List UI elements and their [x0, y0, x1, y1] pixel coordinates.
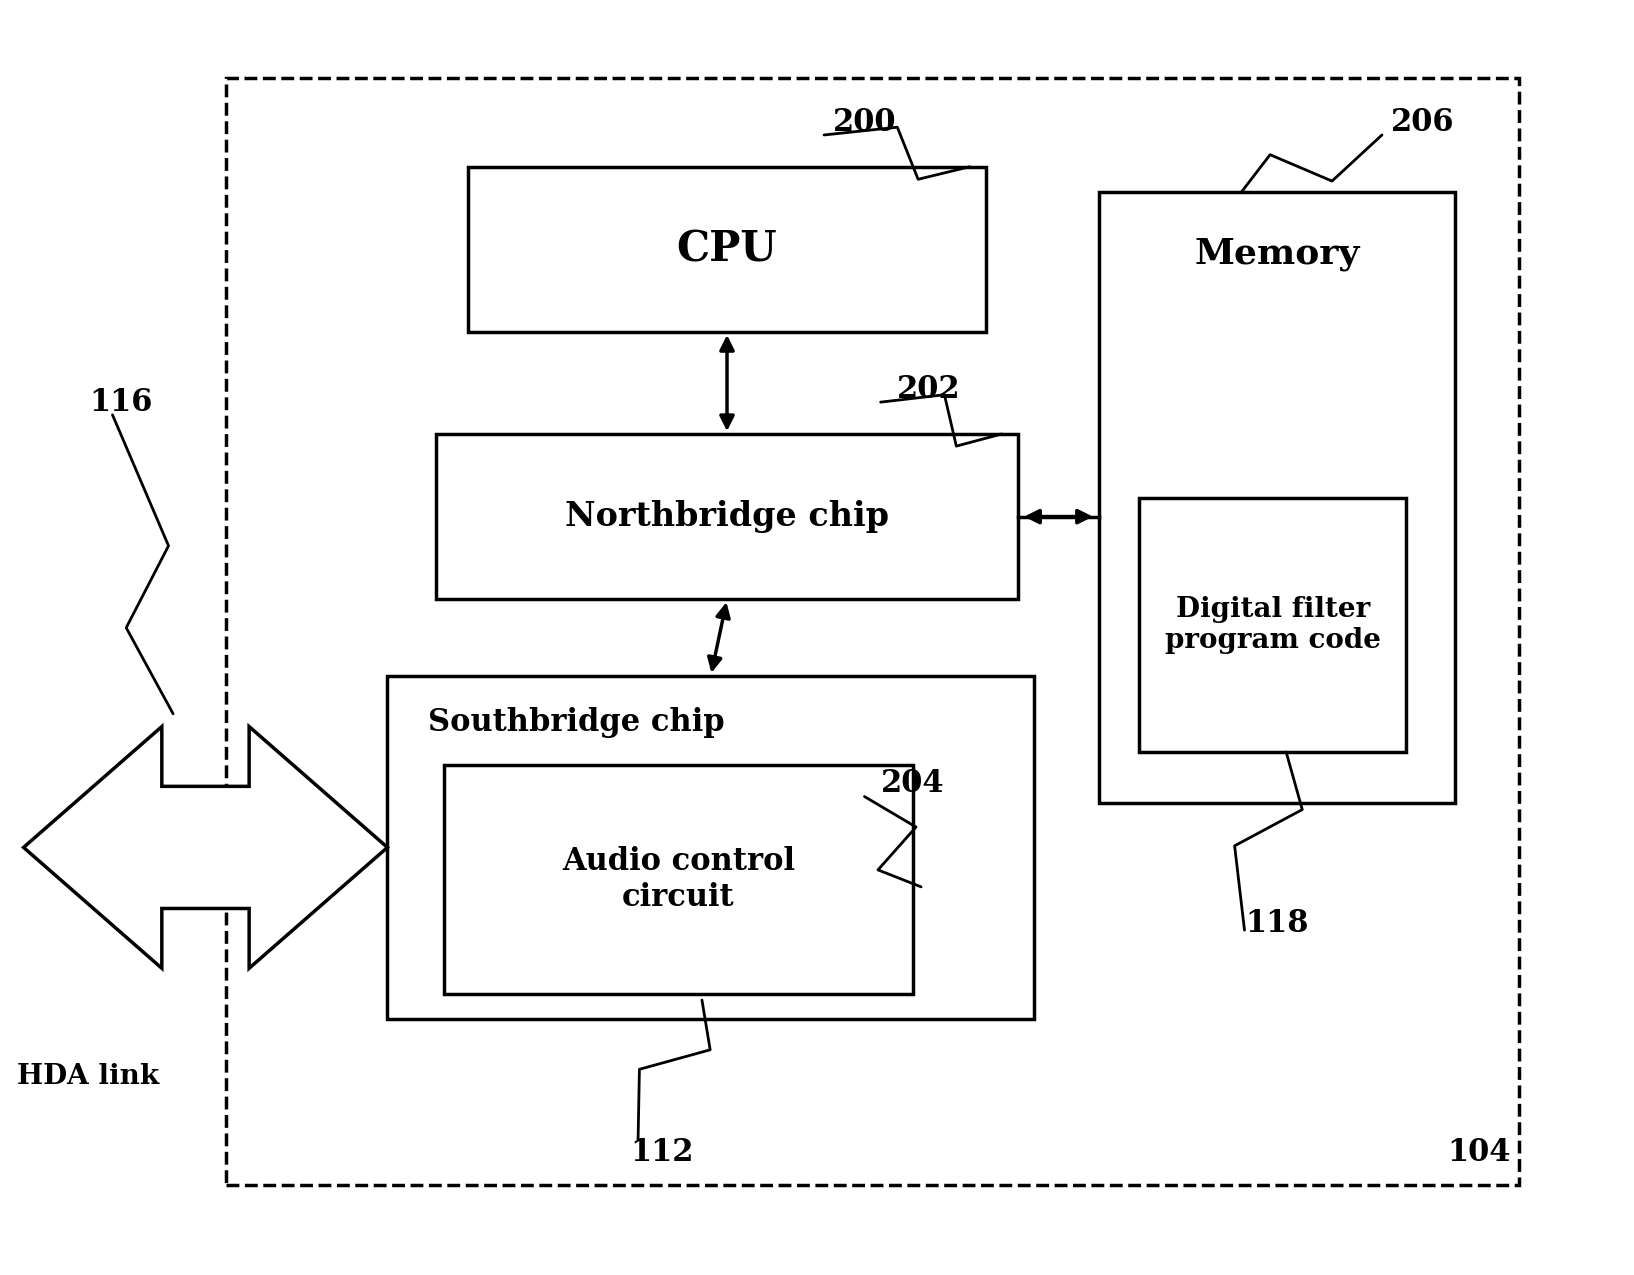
Bar: [1139, 497, 1407, 752]
Text: Northbridge chip: Northbridge chip: [565, 500, 889, 533]
Text: Audio control
circuit: Audio control circuit: [562, 845, 796, 913]
Polygon shape: [23, 727, 387, 968]
Bar: [436, 434, 1018, 599]
Text: 104: 104: [1448, 1137, 1511, 1168]
Text: 204: 204: [881, 769, 944, 799]
Text: 202: 202: [897, 374, 961, 405]
Bar: [387, 676, 1034, 1019]
Text: 112: 112: [631, 1137, 694, 1168]
Bar: [444, 765, 913, 993]
Bar: [225, 78, 1520, 1184]
Text: Southbridge chip: Southbridge chip: [428, 708, 724, 738]
Bar: [469, 167, 985, 333]
Text: 206: 206: [1391, 107, 1454, 138]
Text: 116: 116: [88, 386, 152, 418]
Text: HDA link: HDA link: [18, 1063, 158, 1090]
Bar: [1100, 193, 1454, 803]
Text: 200: 200: [833, 107, 895, 138]
Text: 118: 118: [1245, 908, 1309, 940]
Text: CPU: CPU: [676, 228, 778, 270]
Text: Memory: Memory: [1194, 237, 1359, 270]
Text: Digital filter
program code: Digital filter program code: [1165, 595, 1381, 654]
